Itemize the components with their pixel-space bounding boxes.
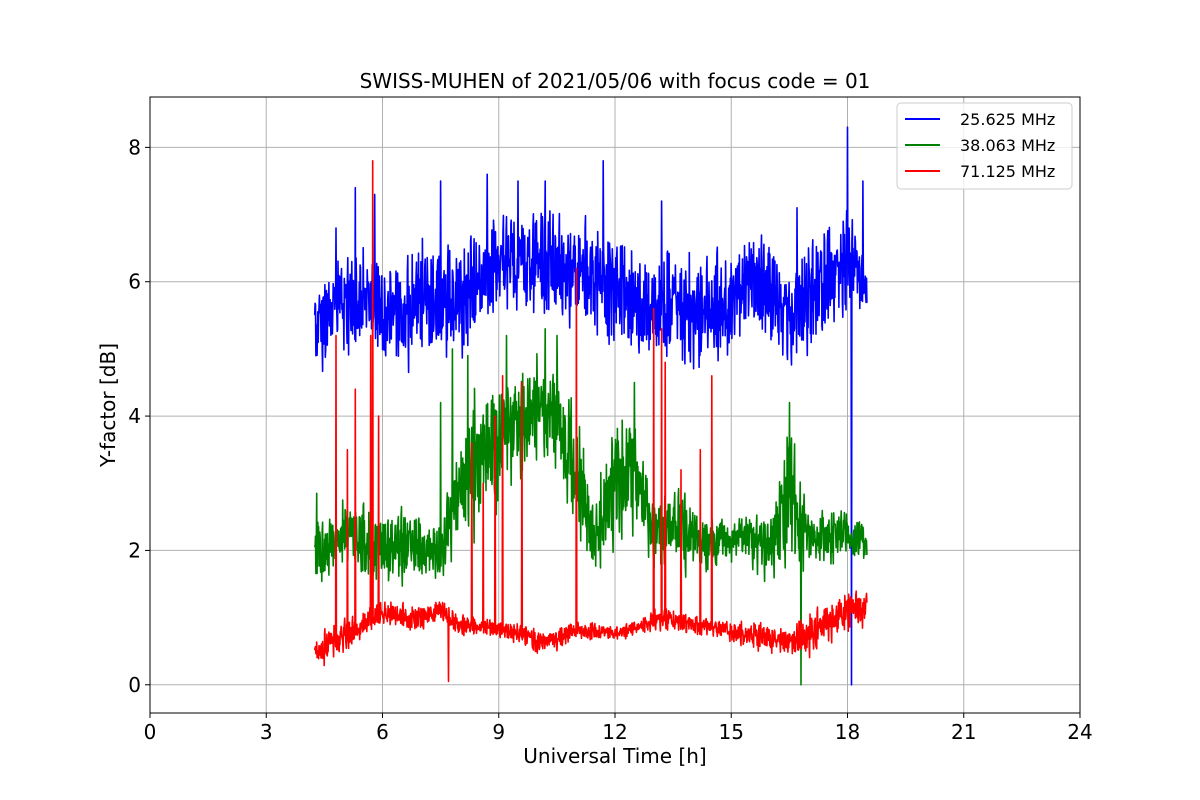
x-tick-label: 9 <box>492 720 505 744</box>
x-tick-label: 18 <box>835 720 860 744</box>
legend-label-1: 38.063 MHz <box>960 136 1055 155</box>
x-tick-label: 12 <box>602 720 627 744</box>
x-axis-label: Universal Time [h] <box>523 744 706 768</box>
y-tick-label: 8 <box>128 135 141 159</box>
y-tick-label: 0 <box>128 673 141 697</box>
x-tick-label: 3 <box>260 720 273 744</box>
legend-label-0: 25.625 MHz <box>960 110 1055 129</box>
legend-label-2: 71.125 MHz <box>960 162 1055 181</box>
series-line-1 <box>313 328 868 686</box>
chart-title: SWISS-MUHEN of 2021/05/06 with focus cod… <box>360 69 871 93</box>
y-tick-label: 6 <box>128 270 141 294</box>
y-axis-ticks: 0 2 4 6 8 <box>128 135 150 697</box>
x-axis-ticks: 0 3 6 9 12 15 18 21 24 <box>144 713 1093 744</box>
x-tick-label: 0 <box>144 720 157 744</box>
y-tick-label: 4 <box>128 404 141 428</box>
legend-box <box>896 102 1073 190</box>
y-axis-label: Y-factor [dB] <box>96 343 120 468</box>
x-tick-label: 21 <box>951 720 976 744</box>
x-tick-label: 15 <box>719 720 744 744</box>
y-tick-label: 2 <box>128 538 141 562</box>
x-tick-label: 24 <box>1067 720 1092 744</box>
x-tick-label: 6 <box>376 720 389 744</box>
series-layer <box>313 126 868 686</box>
legend: 25.625 MHz 38.063 MHz 71.125 MHz <box>896 102 1073 190</box>
series-line-2 <box>313 160 868 683</box>
series-line-0 <box>313 126 868 686</box>
